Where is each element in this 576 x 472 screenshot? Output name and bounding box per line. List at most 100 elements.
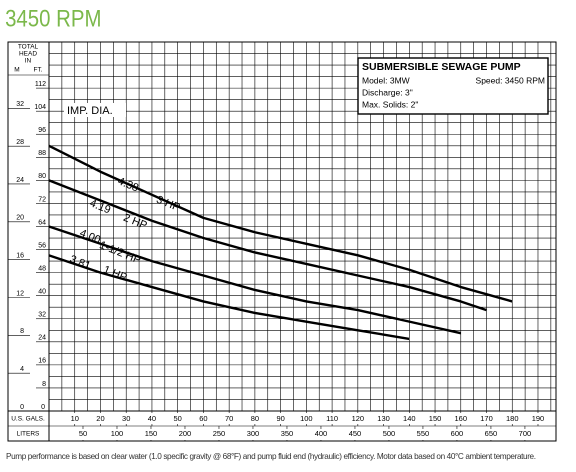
curve-diameter: 4.00 <box>78 227 102 246</box>
curve-label: 1-1/2 HP <box>98 239 143 266</box>
y-tick-label: 48 <box>38 265 46 272</box>
label-bg <box>195 413 212 424</box>
y2-tick-label: 28 <box>16 139 24 146</box>
y-tick-label: 112 <box>35 81 46 88</box>
label-bg <box>143 413 160 424</box>
info-speed: Speed: 3450 RPM <box>476 75 545 85</box>
x-tick-label: 10 <box>71 414 79 423</box>
curve-label: 1 HP <box>101 264 128 284</box>
footnote: Pump performance is based on clear water… <box>6 452 536 461</box>
y2-tick-label: 24 <box>16 177 24 184</box>
label-bg <box>478 413 495 424</box>
x-tick-label: 60 <box>199 414 207 423</box>
label-bg <box>108 429 125 440</box>
label-bg <box>176 429 193 440</box>
label-bg <box>375 413 392 424</box>
label-bg <box>349 413 366 424</box>
label-bg <box>529 413 546 424</box>
x-tick-label: 90 <box>276 414 284 423</box>
x-tick-label: 110 <box>326 414 338 423</box>
y2-tick-label: 0 <box>20 404 24 411</box>
x-tick-label: 170 <box>480 414 493 423</box>
annotation-bg <box>64 103 126 117</box>
label-bg <box>142 429 159 440</box>
y2-tick-label: 12 <box>16 290 24 297</box>
frame <box>7 41 557 442</box>
y2-tick-label: 32 <box>16 101 24 108</box>
x-tick-label: 70 <box>225 414 233 423</box>
y-tick-label: 0 <box>41 404 45 411</box>
x2-tick-label: 400 <box>315 429 328 438</box>
pump-curve <box>48 225 462 335</box>
y-tick-label: 80 <box>38 173 46 180</box>
label-bg <box>324 413 341 424</box>
label-bg <box>427 413 444 424</box>
label-bg <box>414 429 431 440</box>
x-tick-label: 130 <box>377 414 390 423</box>
curve-diameter: 3.81 <box>68 253 92 272</box>
x2-tick-label: 650 <box>485 429 498 438</box>
y-tick-label: 88 <box>38 150 46 157</box>
y2-tick-label: 20 <box>16 215 24 222</box>
pump-curve <box>48 254 410 341</box>
label-bg <box>66 413 83 424</box>
y-axis-header: IN <box>25 58 32 65</box>
x-tick-label: 190 <box>532 414 545 423</box>
label-bg <box>452 413 469 424</box>
y-axis-header: HEAD <box>19 51 37 58</box>
info-discharge: Discharge: 3" <box>362 87 413 97</box>
x-tick-label: 30 <box>122 414 130 423</box>
x2-tick-label: 100 <box>111 429 124 438</box>
x2-tick-label: 600 <box>451 429 464 438</box>
x2-tick-label: 150 <box>145 429 158 438</box>
label-bg <box>482 429 499 440</box>
label-bg <box>380 429 397 440</box>
label-bg <box>169 413 186 424</box>
label-bg <box>298 413 315 424</box>
label-bg <box>448 429 465 440</box>
y2-tick-label: 16 <box>16 252 24 259</box>
label-bg <box>244 429 261 440</box>
label-bg <box>210 429 227 440</box>
x-tick-label: 40 <box>148 414 156 423</box>
x-tick-label: 80 <box>251 414 259 423</box>
pump-curve <box>48 179 487 312</box>
x-tick-label: 150 <box>429 414 442 423</box>
y-tick-label: 104 <box>34 104 46 111</box>
info-box <box>357 57 549 115</box>
page-title: 3450 RPM <box>5 5 101 32</box>
x-tick-label: 20 <box>96 414 104 423</box>
annotation: IMP. DIA. <box>67 105 113 117</box>
y2-tick-label: 8 <box>20 328 24 335</box>
x-tick-label: 180 <box>506 414 519 423</box>
label-bg <box>272 413 289 424</box>
y-tick-label: 8 <box>42 381 46 388</box>
x-tick-label: 100 <box>300 414 313 423</box>
y2-axis-label: M <box>14 67 19 74</box>
curve-diameter: 4.19 <box>88 197 112 216</box>
x2-tick-label: 250 <box>213 429 226 438</box>
x2-tick-label: 350 <box>281 429 294 438</box>
x2-tick-label: 50 <box>79 429 87 438</box>
label-bg <box>401 413 418 424</box>
x2-tick-label: 200 <box>179 429 192 438</box>
x2-tick-label: 300 <box>247 429 260 438</box>
label-bg <box>246 413 263 424</box>
y-tick-label: 72 <box>38 196 46 203</box>
label-bg <box>516 429 533 440</box>
x2-axis-label: LITERS <box>17 431 40 438</box>
label-bg <box>278 429 295 440</box>
y-tick-label: 56 <box>38 242 46 249</box>
x-tick-label: 120 <box>352 414 365 423</box>
info-solids: Max. Solids: 2" <box>362 99 418 109</box>
y-tick-label: 24 <box>38 335 46 342</box>
y-axis-label: FT. <box>33 67 42 74</box>
label-bg <box>92 413 109 424</box>
info-title: SUBMERSIBLE SEWAGE PUMP <box>362 61 521 73</box>
y-tick-label: 96 <box>38 127 46 134</box>
label-bg <box>118 413 135 424</box>
x-tick-label: 50 <box>174 414 182 423</box>
x2-tick-label: 500 <box>383 429 396 438</box>
info-model: Model: 3MW <box>362 75 410 85</box>
